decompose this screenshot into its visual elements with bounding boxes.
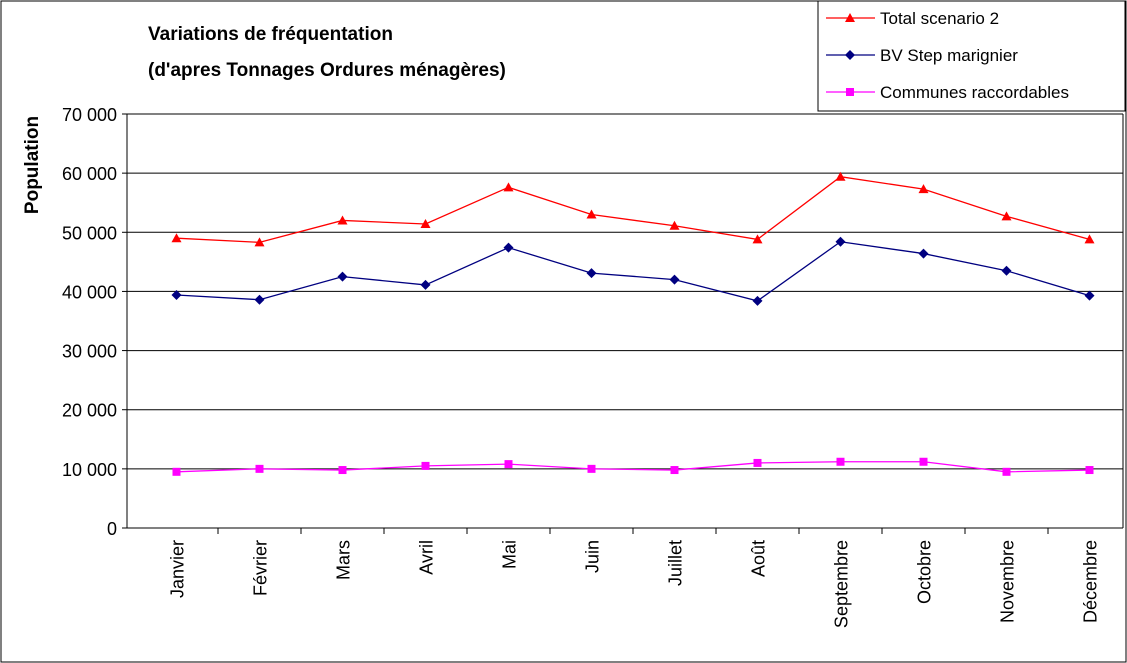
legend-box bbox=[817, 0, 1126, 112]
marker bbox=[421, 461, 430, 470]
y-tick-label: 20 000 bbox=[62, 401, 117, 421]
marker bbox=[504, 460, 513, 469]
marker bbox=[420, 219, 431, 229]
series-line bbox=[176, 241, 1090, 302]
y-tick-label: 10 000 bbox=[62, 460, 117, 480]
marker bbox=[919, 457, 928, 466]
marker bbox=[255, 464, 264, 473]
marker bbox=[587, 464, 596, 473]
x-tick-label: Juin bbox=[583, 540, 603, 573]
legend-label: BV Step marignier bbox=[880, 46, 1018, 65]
marker bbox=[835, 236, 846, 247]
series-line bbox=[176, 176, 1090, 243]
legend-label: Total scenario 2 bbox=[880, 9, 999, 28]
y-tick-label: 60 000 bbox=[62, 164, 117, 184]
marker bbox=[1084, 290, 1095, 301]
chart-title: Variations de fréquentation bbox=[148, 24, 393, 45]
marker bbox=[171, 233, 182, 243]
x-tick-label: Février bbox=[251, 540, 271, 596]
marker bbox=[752, 234, 763, 244]
marker bbox=[337, 271, 348, 282]
marker bbox=[670, 466, 679, 475]
marker bbox=[337, 215, 348, 225]
x-tick-label: Novembre bbox=[998, 540, 1018, 623]
marker bbox=[254, 237, 265, 247]
marker bbox=[420, 279, 431, 290]
marker bbox=[669, 220, 680, 230]
y-tick-label: 0 bbox=[107, 519, 117, 539]
marker bbox=[752, 295, 763, 306]
marker bbox=[753, 458, 762, 467]
legend-marker bbox=[845, 50, 855, 60]
marker bbox=[1001, 211, 1012, 221]
legend-marker bbox=[845, 13, 855, 22]
marker bbox=[172, 467, 181, 476]
x-tick-label: Septembre bbox=[832, 540, 852, 628]
y-tick-label: 70 000 bbox=[62, 105, 117, 125]
marker bbox=[1002, 467, 1011, 476]
marker bbox=[835, 171, 846, 181]
marker bbox=[918, 184, 929, 194]
x-tick-label: Mai bbox=[500, 540, 520, 569]
y-tick-label: 40 000 bbox=[62, 282, 117, 302]
marker bbox=[918, 248, 929, 259]
y-axis-label: Population bbox=[22, 116, 43, 214]
series-line bbox=[176, 461, 1090, 473]
x-tick-label: Janvier bbox=[168, 540, 188, 598]
x-tick-label: Mars bbox=[334, 540, 354, 580]
x-tick-label: Octobre bbox=[915, 540, 935, 604]
marker bbox=[503, 242, 514, 253]
x-tick-label: Décembre bbox=[1081, 540, 1101, 623]
legend-label: Communes raccordables bbox=[880, 83, 1069, 102]
marker bbox=[1001, 265, 1012, 276]
legend-marker bbox=[846, 88, 854, 96]
y-tick-label: 30 000 bbox=[62, 342, 117, 362]
chart-title: (d'apres Tonnages Ordures ménagères) bbox=[148, 60, 506, 81]
marker bbox=[254, 294, 265, 305]
x-tick-label: Juillet bbox=[666, 540, 686, 586]
marker bbox=[1084, 234, 1095, 244]
marker bbox=[503, 182, 514, 192]
marker bbox=[171, 289, 182, 300]
marker bbox=[586, 209, 597, 219]
marker bbox=[338, 466, 347, 475]
marker bbox=[836, 457, 845, 466]
marker bbox=[586, 268, 597, 279]
x-tick-label: Avril bbox=[417, 540, 437, 575]
marker bbox=[669, 274, 680, 285]
y-tick-label: 50 000 bbox=[62, 223, 117, 243]
x-tick-label: Août bbox=[749, 540, 769, 577]
marker bbox=[1085, 466, 1094, 475]
